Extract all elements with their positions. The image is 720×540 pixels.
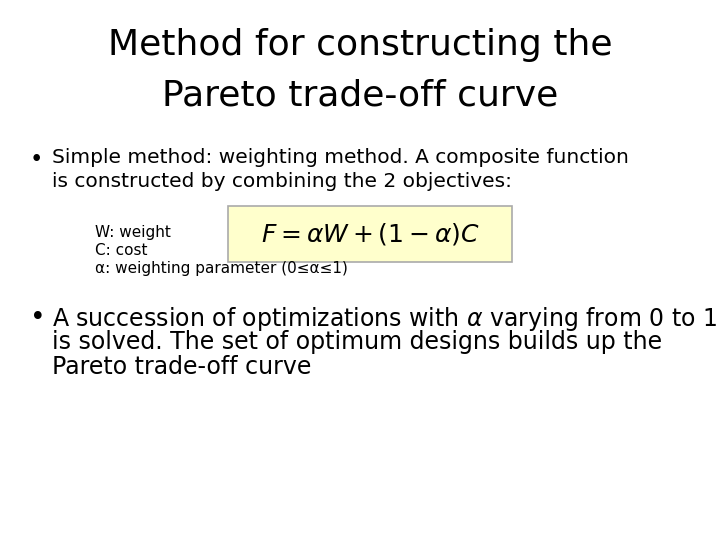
Text: C: cost: C: cost [95, 243, 148, 258]
Text: Pareto trade-off curve: Pareto trade-off curve [52, 355, 311, 379]
Text: Pareto trade-off curve: Pareto trade-off curve [162, 78, 558, 112]
Text: Simple method: weighting method. A composite function: Simple method: weighting method. A compo… [52, 148, 629, 167]
Text: α: weighting parameter (0≤α≤1): α: weighting parameter (0≤α≤1) [95, 261, 348, 276]
Text: •: • [30, 148, 43, 171]
FancyBboxPatch shape [228, 206, 512, 262]
Text: $\mathit{F} = \alpha \mathit{W} + (1 - \alpha)\mathit{C}$: $\mathit{F} = \alpha \mathit{W} + (1 - \… [261, 221, 480, 247]
Text: A succession of optimizations with $\alpha$ varying from 0 to 1: A succession of optimizations with $\alp… [52, 305, 717, 333]
Text: W: weight: W: weight [95, 225, 171, 240]
Text: •: • [30, 305, 45, 331]
Text: is solved. The set of optimum designs builds up the: is solved. The set of optimum designs bu… [52, 330, 662, 354]
Text: Method for constructing the: Method for constructing the [108, 28, 612, 62]
Text: is constructed by combining the 2 objectives:: is constructed by combining the 2 object… [52, 172, 512, 191]
